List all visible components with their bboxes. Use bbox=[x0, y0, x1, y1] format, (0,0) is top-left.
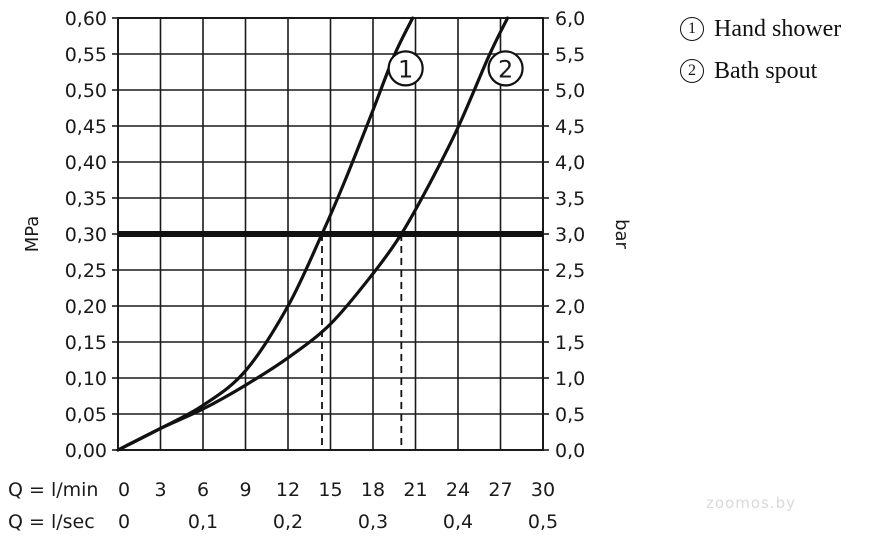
x-tick-label: 24 bbox=[446, 479, 470, 501]
y-left-tick-label: 0,10 bbox=[65, 368, 107, 390]
x-tick-label: 15 bbox=[318, 479, 342, 501]
x-tick-label: 3 bbox=[154, 479, 166, 501]
y-right-tick-label: 4,5 bbox=[555, 116, 585, 138]
y-left-tick-label: 0,15 bbox=[65, 332, 107, 354]
x-tick-label: 30 bbox=[531, 479, 555, 501]
x-tick-label: 0,1 bbox=[188, 511, 218, 533]
x-tick-label: 6 bbox=[197, 479, 209, 501]
x-tick-label: 0 bbox=[118, 479, 130, 501]
x-tick-label: 21 bbox=[403, 479, 427, 501]
y-left-tick-label: 0,20 bbox=[65, 296, 107, 318]
y-right-tick-label: 6,0 bbox=[555, 8, 585, 30]
x-axis-row-title: Q = l/min bbox=[8, 479, 98, 501]
series-marker-label-2: 2 bbox=[498, 55, 513, 83]
x-tick-label: 0,2 bbox=[273, 511, 303, 533]
y-left-tick-label: 0,50 bbox=[65, 80, 107, 102]
y-left-tick-label: 0,05 bbox=[65, 404, 107, 426]
legend-item-bath-spout: 2 Bath spout bbox=[680, 56, 841, 98]
y-left-axis-title: MPa bbox=[22, 216, 43, 253]
x-tick-label: 12 bbox=[276, 479, 300, 501]
x-axis-row-title: Q = l/sec bbox=[8, 511, 95, 533]
legend-marker-1: 1 bbox=[680, 17, 704, 41]
legend-label-bath-spout: Bath spout bbox=[714, 58, 818, 84]
y-right-tick-label: 0,0 bbox=[555, 440, 585, 462]
series-marker-circle-2 bbox=[487, 50, 524, 87]
legend-marker-2: 2 bbox=[680, 59, 704, 83]
y-left-tick-label: 0,60 bbox=[65, 8, 107, 30]
y-right-axis-title: bar bbox=[611, 219, 632, 249]
y-left-tick-label: 0,40 bbox=[65, 152, 107, 174]
y-right-tick-label: 3,5 bbox=[555, 188, 585, 210]
y-right-tick-label: 4,0 bbox=[555, 152, 585, 174]
y-right-tick-label: 1,0 bbox=[555, 368, 585, 390]
y-right-tick-label: 3,0 bbox=[555, 224, 585, 246]
watermark: zoomos.by bbox=[706, 494, 796, 512]
x-tick-label: 0,3 bbox=[358, 511, 388, 533]
series-line-2 bbox=[116, 16, 510, 452]
legend-label-hand-shower: Hand shower bbox=[714, 16, 842, 42]
y-right-tick-label: 0,5 bbox=[555, 404, 585, 426]
y-right-tick-label: 2,5 bbox=[555, 260, 585, 282]
x-tick-label: 0 bbox=[118, 511, 130, 533]
y-left-tick-label: 0,45 bbox=[65, 116, 107, 138]
x-tick-label: 0,4 bbox=[443, 511, 473, 533]
y-left-tick-label: 0,30 bbox=[65, 224, 107, 246]
legend-item-hand-shower: 1 Hand shower bbox=[680, 14, 841, 56]
y-right-tick-label: 1,5 bbox=[555, 332, 585, 354]
series-marker-label-1: 1 bbox=[398, 55, 413, 83]
y-right-tick-label: 2,0 bbox=[555, 296, 585, 318]
y-left-tick-label: 0,55 bbox=[65, 44, 107, 66]
y-left-tick-label: 0,25 bbox=[65, 260, 107, 282]
x-tick-label: 0,5 bbox=[528, 511, 558, 533]
y-right-tick-label: 5,0 bbox=[555, 80, 585, 102]
legend: 1 Hand shower 2 Bath spout bbox=[680, 14, 841, 98]
x-tick-label: 18 bbox=[361, 479, 385, 501]
y-left-tick-label: 0,00 bbox=[65, 440, 107, 462]
series-marker-circle-1 bbox=[387, 50, 424, 87]
x-tick-label: 9 bbox=[239, 479, 251, 501]
x-tick-label: 27 bbox=[488, 479, 512, 501]
y-left-tick-label: 0,35 bbox=[65, 188, 107, 210]
y-right-tick-label: 5,5 bbox=[555, 44, 585, 66]
